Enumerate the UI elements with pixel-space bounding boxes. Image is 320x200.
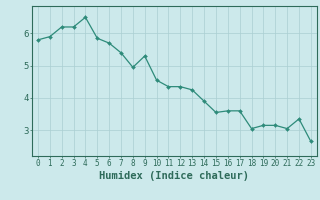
X-axis label: Humidex (Indice chaleur): Humidex (Indice chaleur) [100, 171, 249, 181]
